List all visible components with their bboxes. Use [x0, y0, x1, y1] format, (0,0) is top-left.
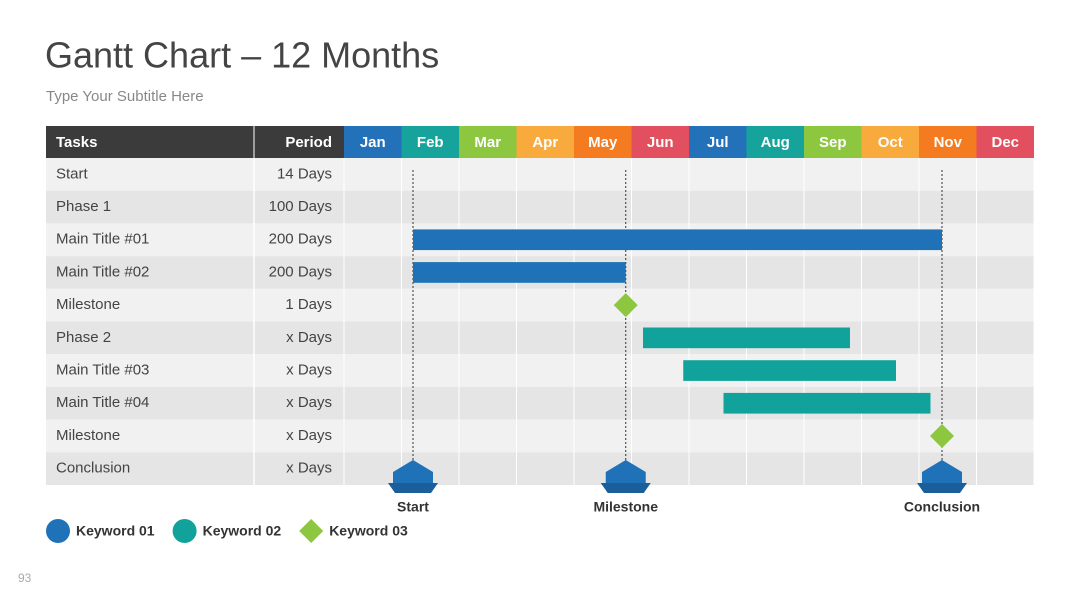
marker-base — [388, 483, 438, 493]
task-period: 100 Days — [269, 198, 332, 215]
task-name: Milestone — [56, 296, 120, 313]
milestone — [930, 423, 954, 448]
task-name: Main Title #02 — [56, 263, 149, 280]
task-name: Conclusion — [56, 460, 130, 477]
month-label: Dec — [991, 134, 1019, 151]
title: Gantt Chart – 12 Months — [45, 35, 439, 76]
task-bar — [413, 229, 942, 251]
marker — [393, 460, 433, 486]
legend-icon — [172, 519, 197, 543]
task-period: x Days — [286, 329, 332, 346]
row-bg — [46, 288, 1034, 322]
task-period: x Days — [286, 394, 332, 411]
subtitle: Type Your Subtitle Here — [46, 88, 204, 105]
row-bg — [46, 321, 1034, 355]
month-label: Jan — [360, 134, 386, 151]
task-bar — [723, 392, 931, 414]
task-name: Main Title #03 — [56, 362, 149, 379]
month-label: Sep — [819, 134, 847, 151]
month-label: Apr — [532, 134, 558, 151]
task-period: 14 Days — [277, 165, 332, 182]
marker-label: Conclusion — [904, 499, 980, 515]
legend-label: Keyword 03 — [329, 523, 408, 539]
month-header — [631, 126, 689, 158]
month-label: Jul — [707, 134, 729, 151]
task-bar — [643, 327, 850, 349]
month-header — [344, 126, 402, 158]
task-name: Start — [56, 165, 89, 182]
task-period: 200 Days — [269, 263, 332, 280]
legend-icon — [46, 519, 70, 543]
marker-base — [917, 483, 967, 493]
month-header — [919, 126, 977, 158]
month-header — [976, 126, 1034, 158]
row-bg — [46, 452, 1034, 485]
month-header — [746, 126, 804, 158]
row-bg — [46, 158, 1034, 191]
task-period: x Days — [286, 460, 332, 477]
row-bg — [46, 190, 1034, 224]
task-name: Main Title #01 — [56, 231, 149, 248]
month-label: Jun — [647, 134, 674, 151]
month-label: Oct — [878, 134, 903, 151]
marker — [605, 460, 646, 486]
header-cell — [46, 126, 344, 158]
task-period: x Days — [286, 427, 332, 444]
task-bar — [413, 262, 626, 283]
month-header — [401, 126, 459, 158]
marker-base — [600, 483, 651, 493]
legend-label: Keyword 02 — [203, 523, 282, 539]
legend-label: Keyword 01 — [76, 523, 155, 539]
month-header — [459, 126, 517, 158]
marker-label: Start — [397, 499, 429, 515]
month-label: Aug — [761, 134, 790, 151]
task-period: 1 Days — [285, 296, 332, 313]
marker — [922, 460, 962, 486]
header-label: Period — [285, 134, 332, 151]
task-name: Phase 1 — [56, 198, 111, 215]
task-period: x Days — [286, 362, 332, 379]
month-label: Nov — [934, 134, 963, 151]
marker-label: Milestone — [593, 499, 658, 515]
task-name: Phase 2 — [56, 329, 111, 346]
month-header — [574, 126, 632, 158]
legend-icon — [299, 519, 324, 543]
task-bar — [683, 360, 896, 381]
milestone — [613, 293, 638, 318]
month-label: Mar — [474, 134, 501, 151]
month-label: May — [588, 134, 618, 151]
month-label: Feb — [417, 134, 444, 151]
task-name: Milestone — [56, 427, 120, 444]
month-header — [804, 126, 862, 158]
month-header — [516, 126, 574, 158]
header-label: Tasks — [56, 134, 97, 151]
task-period: 200 Days — [269, 231, 332, 248]
month-header — [689, 126, 747, 158]
month-header — [861, 126, 919, 158]
task-name: Main Title #04 — [56, 394, 149, 411]
page-number: 93 — [18, 571, 32, 585]
row-bg — [46, 419, 1034, 453]
